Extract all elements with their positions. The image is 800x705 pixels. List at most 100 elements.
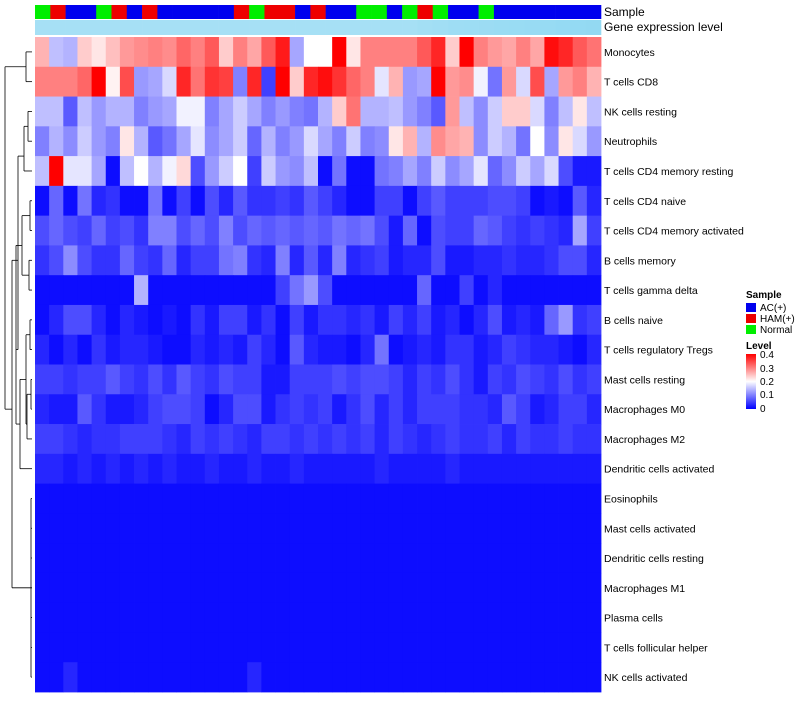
heatmap-cell (63, 424, 78, 455)
heatmap-cell (346, 602, 361, 633)
heatmap-cell (190, 572, 206, 604)
heatmap-cell (501, 394, 517, 425)
heatmap-cell (558, 602, 574, 633)
heatmap-cell (49, 364, 64, 395)
heatmap-cell (388, 453, 404, 484)
sample-annotation-cell (509, 5, 525, 19)
heatmap-cell (289, 662, 305, 693)
heatmap-cell (402, 156, 418, 187)
heatmap-cell (544, 185, 559, 217)
level-tick-3: 0.1 (760, 390, 774, 401)
heatmap-cell (303, 215, 319, 246)
heatmap-cell (190, 602, 206, 633)
heatmap-cell (91, 543, 107, 574)
heatmap-cell (318, 275, 333, 306)
heatmap-cell (190, 126, 206, 157)
heatmap-cell (431, 275, 446, 306)
heatmap-cell (176, 304, 192, 336)
expression-annotation-bar (35, 20, 602, 35)
heatmap-cell (63, 543, 78, 574)
heatmap-cell (176, 424, 192, 455)
heatmap-cell (218, 543, 234, 574)
heatmap-cell (91, 483, 107, 514)
heatmap-cell (162, 364, 177, 395)
heatmap-cell (218, 513, 234, 544)
heatmap-cell (261, 126, 276, 157)
sample-annotation-cell (65, 5, 82, 19)
heatmap-cell (204, 543, 220, 574)
heatmap-cell (374, 513, 390, 544)
heatmap-cell (346, 513, 361, 544)
level-colorbar (746, 354, 756, 409)
expression-annotation-cell (524, 20, 541, 35)
heatmap-cell (558, 126, 574, 157)
heatmap-cell (473, 275, 489, 306)
heatmap-cell (233, 662, 248, 693)
heatmap-cell (516, 513, 531, 544)
heatmap-cell (388, 156, 404, 187)
level-tick-4: 0 (760, 404, 766, 415)
sample-annotation-cell (524, 5, 541, 19)
heatmap-cell (218, 662, 234, 693)
heatmap-cell (318, 424, 333, 455)
heatmap-cell (176, 662, 192, 693)
heatmap-cell (516, 453, 531, 484)
sample-annotation-cell (50, 5, 66, 19)
heatmap-cell (148, 304, 163, 336)
heatmap-cell (332, 394, 347, 425)
heatmap-cell (558, 245, 574, 276)
heatmap-cell (91, 96, 107, 127)
expression-annotation-cell (509, 20, 525, 35)
heatmap-cell (473, 215, 489, 246)
heatmap-cell (544, 572, 559, 604)
legend-label-normal: Normal (760, 325, 792, 336)
heatmap-cell (134, 424, 149, 455)
heatmap-cell (431, 632, 446, 663)
heatmap-cell (190, 453, 206, 484)
heatmap-cell (162, 185, 177, 217)
heatmap-cell (35, 275, 50, 306)
expression-annotation-cell (187, 20, 204, 35)
heatmap-cell (204, 37, 220, 68)
heatmap-cell (77, 662, 92, 693)
row-label: B cells memory (604, 255, 677, 267)
heatmap-cell (247, 483, 262, 514)
sample-annotation-cell (35, 5, 51, 19)
heatmap-cell (572, 483, 588, 514)
heatmap-cell (501, 126, 517, 157)
legend-label-ac: AC(+) (760, 303, 786, 314)
heatmap-cell (530, 275, 545, 306)
sample-annotation-cell (432, 5, 449, 19)
heatmap-cell (530, 156, 545, 187)
heatmap-cell (417, 632, 432, 663)
heatmap-cell (190, 632, 206, 663)
heatmap-cell (346, 632, 361, 663)
heatmap-cell (303, 483, 319, 514)
heatmap-cell (473, 602, 489, 633)
heatmap-cell (233, 453, 248, 484)
heatmap-cell (261, 156, 276, 187)
heatmap-cell (119, 156, 135, 187)
heatmap-cell (572, 602, 588, 633)
heatmap-cell (105, 96, 121, 127)
heatmap-cell (204, 394, 220, 425)
heatmap-cell (190, 185, 206, 217)
heatmap-cell (374, 602, 390, 633)
heatmap-cell (402, 66, 418, 97)
heatmap-cell (261, 185, 276, 217)
heatmap-cell (148, 245, 163, 276)
heatmap-cell (162, 37, 177, 68)
expression-annotation-cell (111, 20, 128, 35)
heatmap-cell (318, 394, 333, 425)
heatmap-cell (35, 424, 50, 455)
heatmap-cell (530, 662, 545, 693)
heatmap-cell (303, 126, 319, 157)
heatmap-cell (558, 453, 574, 484)
heatmap-cell (275, 304, 291, 336)
heatmap-cell (204, 513, 220, 544)
heatmap-cell (148, 334, 163, 365)
heatmap-cell (289, 275, 305, 306)
heatmap-cell (35, 483, 50, 514)
expression-annotation-cell (203, 20, 219, 35)
heatmap-cell (204, 602, 220, 633)
